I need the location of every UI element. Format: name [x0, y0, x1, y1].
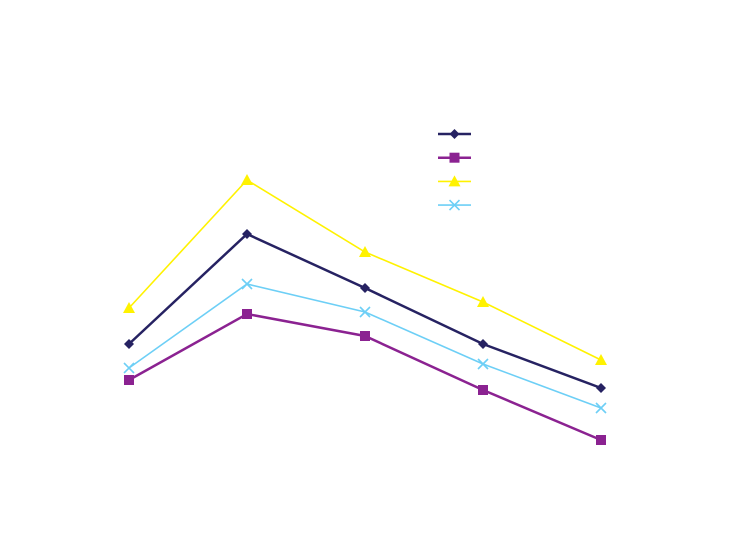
marker: [360, 283, 370, 293]
legend-marker: [448, 199, 461, 211]
marker: [595, 402, 607, 414]
marker: [242, 229, 252, 239]
marker: [478, 385, 488, 395]
legend-marker: [449, 129, 460, 139]
marker: [124, 375, 134, 385]
marker: [241, 174, 253, 185]
marker: [123, 362, 135, 374]
marker: [241, 278, 253, 290]
marker: [359, 246, 371, 257]
marker: [477, 296, 489, 307]
series-line: [128, 283, 602, 409]
marker: [360, 331, 370, 341]
legend-marker: [448, 175, 461, 187]
marker: [595, 354, 607, 365]
marker: [359, 306, 371, 318]
marker: [123, 302, 135, 313]
marker: [477, 358, 489, 370]
marker: [478, 339, 488, 349]
marker: [124, 339, 134, 349]
legend-marker: [449, 152, 460, 163]
marker: [596, 383, 606, 393]
marker: [242, 309, 252, 319]
marker: [596, 435, 606, 445]
